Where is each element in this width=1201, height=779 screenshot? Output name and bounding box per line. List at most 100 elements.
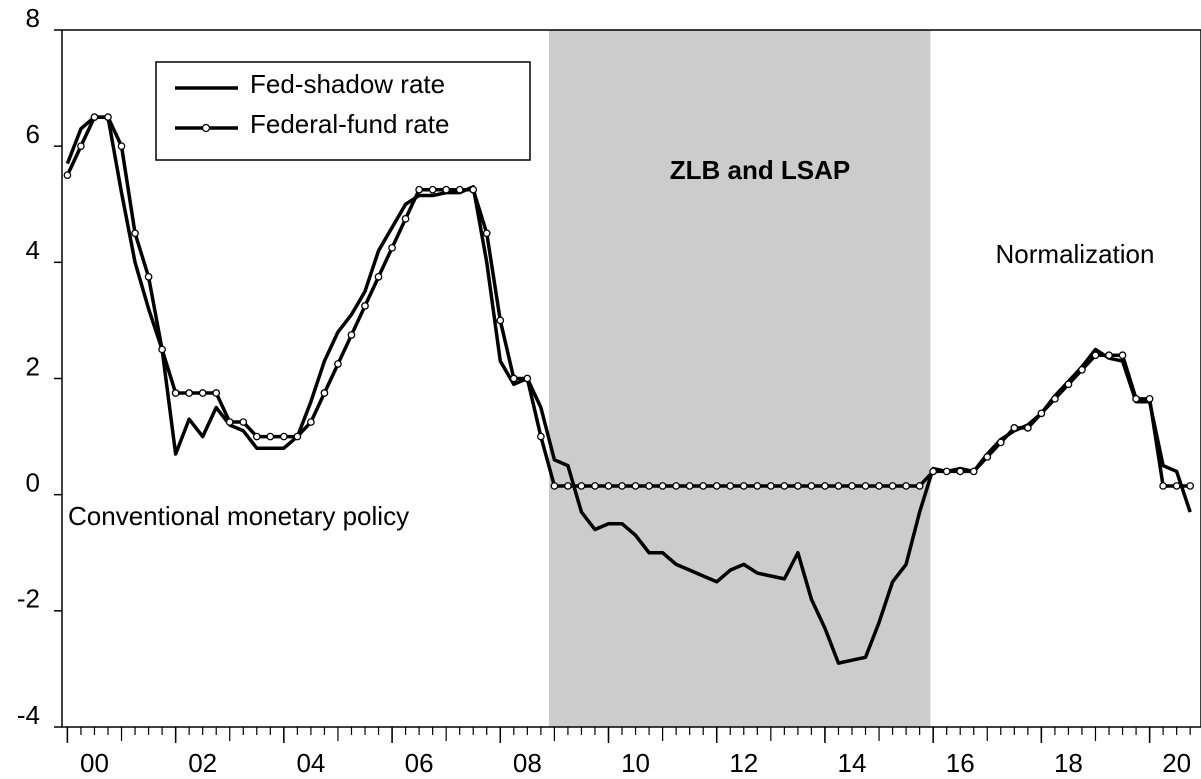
point-marker [1064, 380, 1073, 389]
plot-layer [63, 113, 1195, 665]
point-marker [685, 482, 694, 490]
point-marker [794, 482, 802, 490]
point-marker [198, 389, 207, 397]
point-marker [1145, 394, 1154, 403]
y-tick-label: 0 [26, 468, 40, 498]
x-tick-label: 00 [80, 748, 109, 778]
point-marker [902, 482, 910, 490]
point-marker [320, 389, 329, 397]
point-marker [712, 482, 721, 490]
point-marker [374, 273, 383, 281]
point-marker [591, 482, 599, 490]
point-marker [1091, 351, 1100, 360]
y-tick-label: 4 [26, 235, 40, 265]
point-marker [482, 229, 491, 238]
point-marker [158, 345, 166, 354]
annotation: Normalization [996, 239, 1155, 269]
x-tick-label: 10 [621, 748, 650, 778]
point-marker [361, 302, 369, 310]
point-marker [564, 482, 572, 490]
point-marker [915, 482, 924, 490]
legend-label: Fed-shadow rate [250, 69, 445, 99]
y-tick-label: 2 [26, 351, 40, 381]
point-marker [996, 438, 1005, 447]
point-marker [1105, 351, 1113, 360]
point-marker [956, 467, 965, 476]
annotation: Conventional monetary policy [68, 501, 409, 531]
point-marker [1172, 482, 1181, 490]
point-marker [347, 331, 356, 339]
point-marker [821, 482, 829, 490]
point-marker [469, 185, 478, 194]
point-marker [672, 482, 680, 490]
point-marker [293, 432, 302, 441]
point-marker [509, 374, 518, 383]
point-marker [604, 482, 613, 490]
point-marker [239, 418, 248, 426]
point-marker [645, 482, 653, 490]
y-tick-label: 8 [26, 3, 40, 33]
point-marker [90, 113, 99, 121]
y-tick-label: -4 [17, 700, 40, 730]
point-marker [1024, 424, 1032, 432]
point-marker [104, 113, 112, 121]
point-marker [1186, 482, 1195, 490]
annotation: ZLB and LSAP [670, 155, 851, 185]
point-marker [252, 432, 261, 441]
point-marker [1037, 409, 1046, 418]
point-marker [63, 171, 72, 180]
point-marker [875, 482, 883, 490]
point-marker [888, 482, 897, 490]
point-marker [726, 482, 735, 490]
point-marker [699, 482, 708, 490]
point-marker [1051, 394, 1059, 403]
shaded-region [548, 30, 931, 727]
point-marker [807, 482, 816, 490]
legend: Fed-shadow rate Federal-fund rate [175, 69, 449, 139]
point-marker [266, 432, 275, 441]
point-marker [929, 467, 938, 476]
x-tick-label: 08 [513, 748, 542, 778]
point-marker [523, 374, 532, 383]
point-marker [550, 482, 559, 490]
point-marker [131, 229, 139, 238]
x-tick-label: 06 [405, 748, 434, 778]
point-marker [834, 482, 843, 490]
point-marker [334, 360, 342, 368]
point-marker [171, 389, 180, 397]
point-marker [185, 389, 194, 397]
x-tick-label: 14 [838, 748, 867, 778]
x-tick-label: 16 [946, 748, 975, 778]
point-marker [455, 185, 464, 194]
point-marker [780, 482, 789, 490]
point-marker [1010, 424, 1019, 432]
point-marker [753, 482, 762, 490]
y-tick-label: -2 [17, 584, 40, 614]
point-marker [1078, 365, 1086, 374]
point-marker [739, 482, 748, 490]
x-tick-label: 20 [1162, 748, 1191, 778]
point-marker [415, 185, 423, 194]
legend-box [155, 61, 531, 161]
x-tick-label: 12 [729, 748, 758, 778]
point-marker [1132, 394, 1140, 403]
point-marker [77, 142, 85, 151]
point-marker [631, 482, 640, 490]
point-marker [279, 432, 288, 441]
point-marker [388, 243, 396, 252]
point-marker [1118, 351, 1127, 360]
point-marker [766, 482, 775, 490]
point-marker [942, 467, 951, 476]
point-marker [307, 418, 315, 426]
point-marker [225, 418, 234, 426]
point-marker [537, 432, 545, 441]
point-marker [618, 482, 626, 490]
x-tick-label: 18 [1054, 748, 1083, 778]
point-marker [1159, 482, 1167, 490]
point-marker [861, 482, 870, 490]
x-tick-label: 02 [188, 748, 217, 778]
point-marker [658, 482, 667, 490]
point-marker [848, 482, 856, 490]
